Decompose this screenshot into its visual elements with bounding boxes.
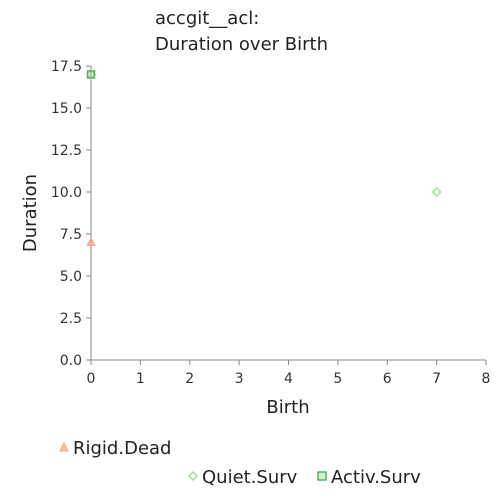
chart-title-line-1: accgit__acl: bbox=[155, 8, 259, 29]
y-tick-label: 10.0 bbox=[51, 185, 82, 201]
legend-label-activ-surv: Activ.Surv bbox=[331, 467, 421, 488]
legend-item-activ-surv: Activ.Surv bbox=[317, 467, 421, 488]
legend: Rigid.Dead Quiet.Surv Activ.Surv bbox=[59, 438, 421, 488]
y-tick-label: 15.0 bbox=[51, 101, 82, 117]
x-tick-label: 1 bbox=[136, 371, 145, 387]
data-points bbox=[85, 69, 442, 246]
x-tick-label: 0 bbox=[87, 371, 96, 387]
x-tick-label: 2 bbox=[185, 371, 194, 387]
legend-marker-triangle bbox=[59, 441, 69, 452]
legend-marker-square bbox=[317, 471, 327, 481]
legend-item-quiet-surv: Quiet.Surv bbox=[187, 467, 298, 488]
y-tick-label: 2.5 bbox=[60, 311, 82, 327]
data-point-square bbox=[86, 70, 96, 79]
x-tick-label: 5 bbox=[333, 371, 342, 387]
y-tick-label: 5.0 bbox=[60, 269, 82, 285]
x-tick-label: 7 bbox=[432, 371, 441, 387]
x-tick-label: 4 bbox=[284, 371, 293, 387]
x-axis-ticks: 0 1 2 3 4 5 6 7 8 bbox=[87, 360, 491, 387]
x-axis-label: Birth bbox=[266, 397, 309, 418]
x-tick-label: 3 bbox=[235, 371, 244, 387]
legend-label-quiet-surv: Quiet.Surv bbox=[202, 467, 298, 488]
legend-marker-diamond bbox=[187, 470, 199, 482]
legend-label-rigid-dead: Rigid.Dead bbox=[73, 438, 171, 459]
y-tick-label: 12.5 bbox=[51, 143, 82, 159]
x-tick-label: 6 bbox=[383, 371, 392, 387]
x-tick-label: 8 bbox=[482, 371, 491, 387]
y-tick-label: 7.5 bbox=[60, 227, 82, 243]
y-tick-label: 0.0 bbox=[60, 353, 82, 369]
y-axis-ticks: 0.0 2.5 5.0 7.5 10.0 12.5 15.0 17.5 bbox=[51, 59, 91, 369]
chart-title-line-2: Duration over Birth bbox=[155, 34, 328, 55]
data-point-triangle bbox=[86, 237, 96, 246]
data-point-diamond bbox=[431, 186, 442, 198]
y-tick-label: 17.5 bbox=[51, 59, 82, 75]
y-axis-label: Duration bbox=[20, 174, 41, 252]
legend-item-rigid-dead: Rigid.Dead bbox=[59, 438, 171, 459]
